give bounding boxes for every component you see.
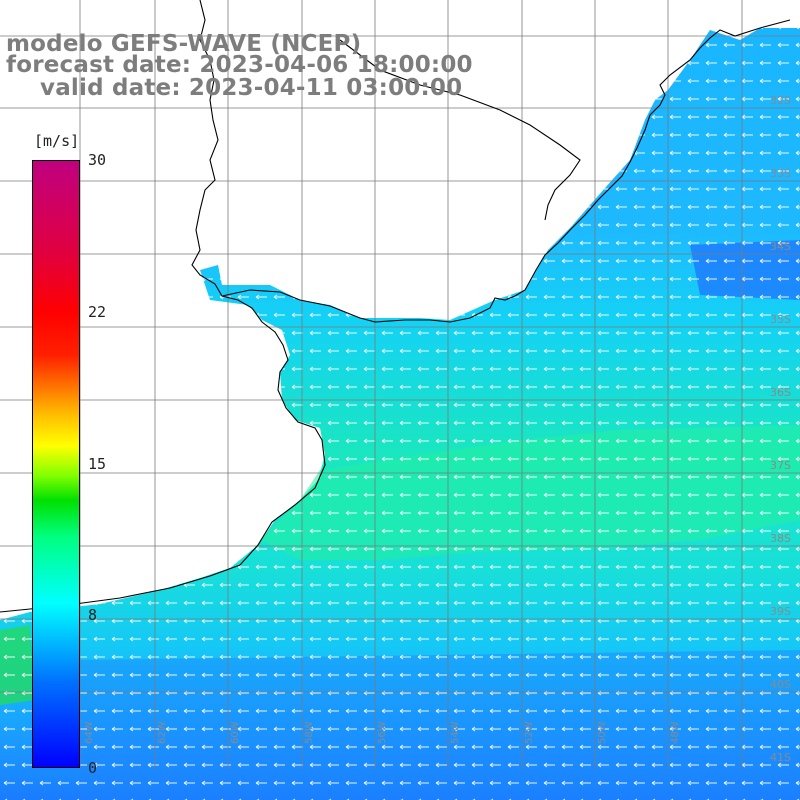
- lon-label: 48W: [670, 721, 681, 744]
- lon-label: 50W: [597, 721, 608, 744]
- lat-label: 35S: [770, 313, 791, 326]
- coastlines: [0, 0, 791, 613]
- wind-arrows: [0, 28, 800, 800]
- valid-date: valid date: 2023-04-11 03:00:00: [40, 75, 463, 101]
- colorbar-tick-22: 22: [88, 303, 107, 321]
- map-title: modelo GEFS-WAVE (NCEP): [6, 31, 362, 57]
- colorbar-unit: [m/s]: [34, 132, 80, 150]
- lat-label: 37S: [770, 459, 791, 472]
- lon-label: 56W: [377, 721, 388, 744]
- colorbar-tick-15: 15: [88, 455, 107, 473]
- lon-label: 60W: [230, 721, 241, 744]
- lat-label: 41S: [770, 751, 791, 764]
- lon-label: 58W: [304, 721, 315, 744]
- colorbar-tick-30: 30: [88, 151, 107, 169]
- lat-label: 40S: [770, 678, 791, 691]
- colorbar-tick-0: 0: [88, 759, 98, 777]
- colorbar: [32, 160, 80, 768]
- lat-label: 36S: [770, 386, 791, 399]
- lon-label: 52W: [524, 721, 535, 744]
- land-mask-edges: [0, 0, 3, 3]
- lat-label: 34S: [770, 240, 791, 253]
- lon-label: 62W: [157, 721, 168, 744]
- lon-label: 64W: [84, 721, 95, 744]
- lat-label: 38S: [770, 532, 791, 545]
- forecast-date: forecast date: 2023-04-06 18:00:00: [6, 52, 473, 78]
- lon-label: 54W: [450, 721, 461, 744]
- graticule: [0, 0, 800, 770]
- lat-label: 32S: [770, 94, 791, 107]
- lat-label: 33S: [770, 167, 791, 180]
- colorbar-tick-8: 8: [88, 606, 98, 624]
- lat-label: 39S: [770, 605, 791, 618]
